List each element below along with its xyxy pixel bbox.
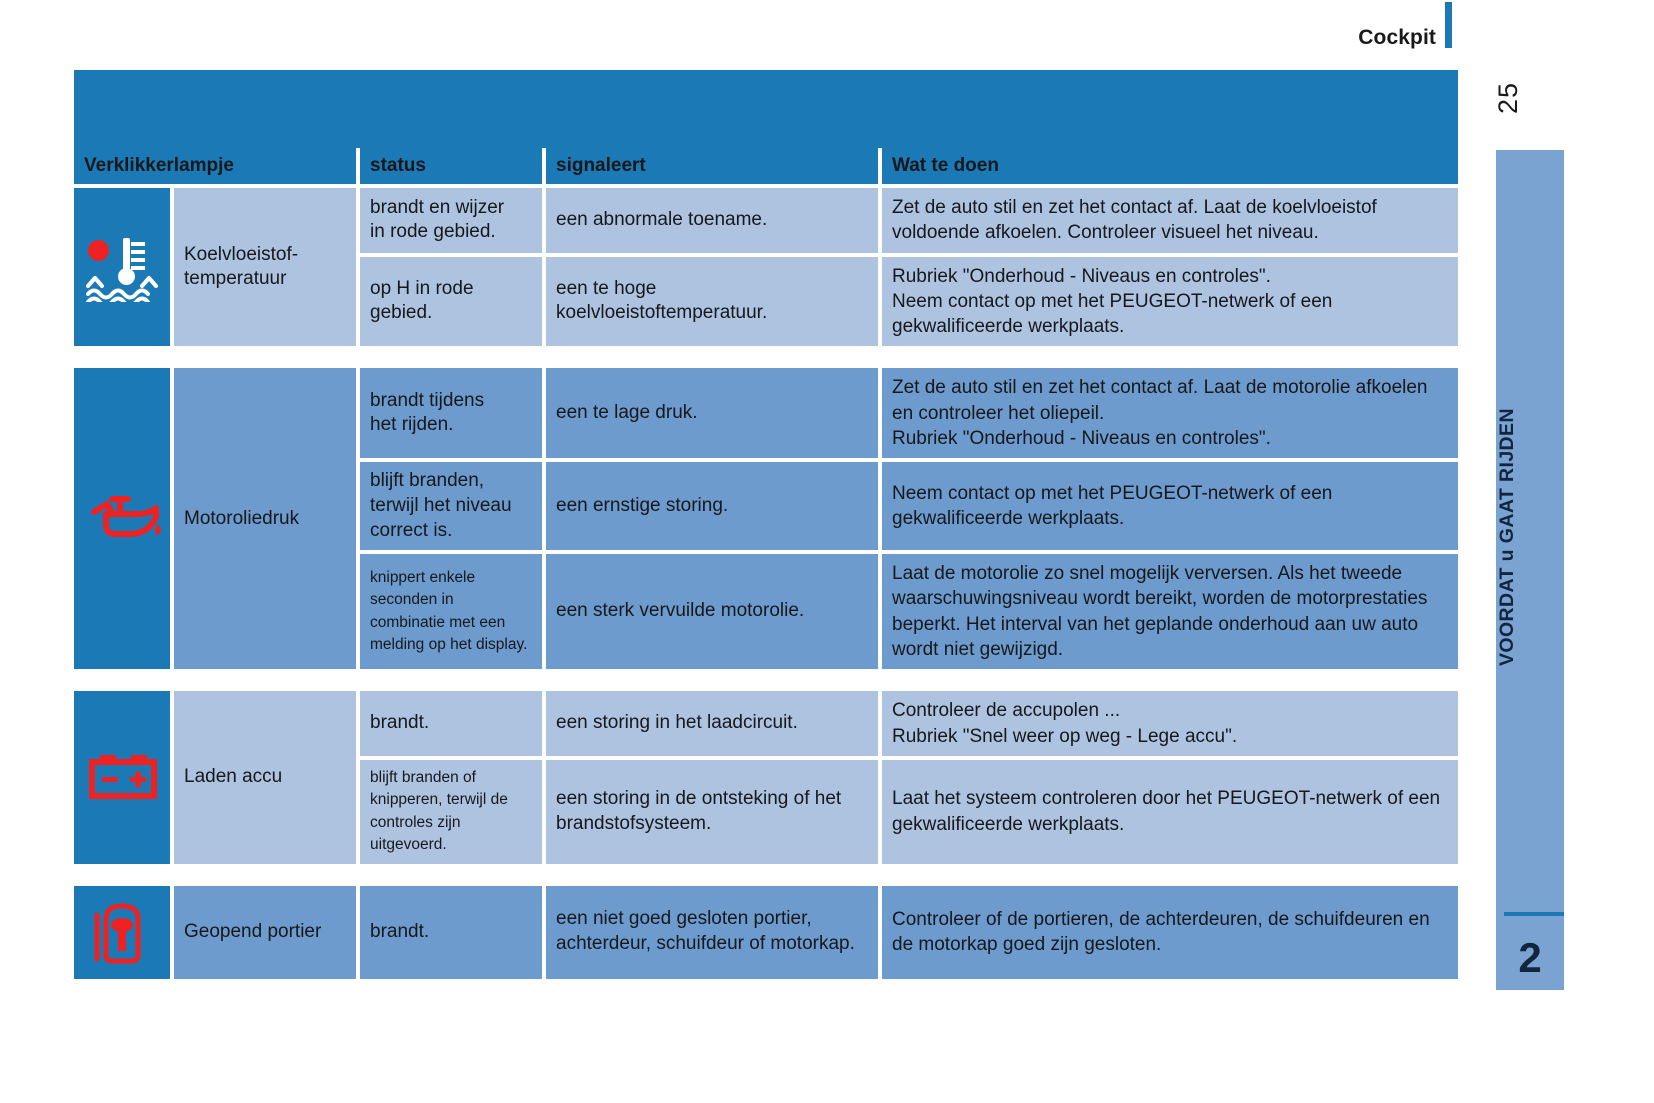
chapter-sidebar-tab: VOORDAT u GAAT RIJDEN 2 <box>1496 150 1564 990</box>
group-separator-cell <box>74 867 1458 886</box>
action-cell: Neem contact op met het PEUGEOT-netwerk … <box>882 462 1458 555</box>
table-row: Geopend portier brandt. een niet goed gesl… <box>74 885 1458 983</box>
column-header-signaleert: signaleert <box>546 148 882 188</box>
group-separator-cell <box>74 673 1458 692</box>
table-row: blijft branden, terwijl het niveau corre… <box>74 462 1458 555</box>
action-cell: Rubriek "Onderhoud - Niveaus en controle… <box>882 256 1458 351</box>
page-title: Cockpit <box>1358 26 1436 49</box>
warning-light-name: Geopend portier <box>174 885 360 983</box>
battery-charge-icon <box>84 750 162 800</box>
table-row: Laden accu brandt. een storing in het laad… <box>74 691 1458 868</box>
action-cell: Laat het systeem controleren door het PE… <box>882 759 1458 868</box>
status-cell: brandt tijdens het rijden. <box>360 368 546 463</box>
column-header-status: status <box>360 148 546 188</box>
status-cell: brandt. <box>360 691 546 760</box>
signals-cell: een te lage druk. <box>546 368 882 463</box>
group-separator-cell <box>74 350 1458 369</box>
header-accent-rule <box>1445 2 1452 48</box>
group-separator <box>74 350 1458 369</box>
signals-cell: een storing in de ontsteking of het bran… <box>546 759 882 868</box>
signals-cell: een abnormale toename. <box>546 188 882 257</box>
signals-cell: een niet goed gesloten portier, achterde… <box>546 885 882 983</box>
column-header-verklikkerlampje: Verklikkerlampje <box>74 148 360 188</box>
status-cell: blijft branden, terwijl het niveau corre… <box>360 462 546 555</box>
group-separator <box>74 673 1458 692</box>
chapter-sidebar-label: VOORDAT u GAAT RIJDEN <box>1496 408 1518 666</box>
table-row: op H in rode gebied. een te hoge koelvloe… <box>74 256 1458 351</box>
warning-light-name: Laden accu <box>174 691 360 868</box>
warning-light-icon-cell <box>74 188 174 351</box>
table-row: blijft branden of knipperen, terwijl de … <box>74 759 1458 868</box>
status-cell: knippert enkele seconden in combinatie m… <box>360 554 546 674</box>
table-row: Motoroliedruk brandt tijdens het rijden. e… <box>74 368 1458 674</box>
status-cell: brandt en wijzer in rode gebied. <box>360 188 546 257</box>
table-top-band <box>74 70 1458 148</box>
page-header: Cockpit <box>0 0 1458 60</box>
table-row: knippert enkele seconden in combinatie m… <box>74 554 1458 674</box>
status-cell: blijft branden of knipperen, terwijl de … <box>360 759 546 868</box>
action-cell: Laat de motorolie zo snel mogelijk verve… <box>882 554 1458 674</box>
signals-cell: een te hoge koelvloeistoftemperatuur. <box>546 256 882 351</box>
action-cell: Controleer de accupolen ... Rubriek "Sne… <box>882 691 1458 760</box>
oil-pressure-icon <box>84 490 166 542</box>
table-body: Koelvloeistof- temperatuur brandt en wijz… <box>74 188 1458 983</box>
group-separator <box>74 867 1458 886</box>
warning-light-icon-cell <box>74 885 174 983</box>
table-row: Koelvloeistof- temperatuur brandt en wijz… <box>74 188 1458 351</box>
status-cell: op H in rode gebied. <box>360 256 546 351</box>
open-door-icon <box>93 893 151 967</box>
status-cell: brandt. <box>360 885 546 983</box>
chapter-number: 2 <box>1518 934 1542 981</box>
action-cell: Zet de auto stil en zet het contact af. … <box>882 188 1458 257</box>
signals-cell: een storing in het laadcircuit. <box>546 691 882 760</box>
warning-light-icon-cell <box>74 691 174 868</box>
signals-cell: een ernstige storing. <box>546 462 882 555</box>
warning-lights-table-wrap: Verklikkerlampje status signaleert Wat t… <box>74 70 1458 983</box>
warning-lights-table: Verklikkerlampje status signaleert Wat t… <box>74 148 1458 983</box>
table-header-row: Verklikkerlampje status signaleert Wat t… <box>74 148 1458 188</box>
coolant-temperature-icon <box>85 228 159 302</box>
signals-cell: een sterk vervuilde motorolie. <box>546 554 882 674</box>
warning-light-name: Motoroliedruk <box>174 368 360 674</box>
page-number: 25 <box>1493 81 1523 115</box>
chapter-sidebar-divider <box>1504 912 1564 916</box>
warning-light-icon-cell <box>74 368 174 674</box>
warning-light-name: Koelvloeistof- temperatuur <box>174 188 360 351</box>
action-cell: Controleer of de portieren, de achterdeu… <box>882 885 1458 983</box>
column-header-wat-te-doen: Wat te doen <box>882 148 1458 188</box>
action-cell: Zet de auto stil en zet het contact af. … <box>882 368 1458 463</box>
